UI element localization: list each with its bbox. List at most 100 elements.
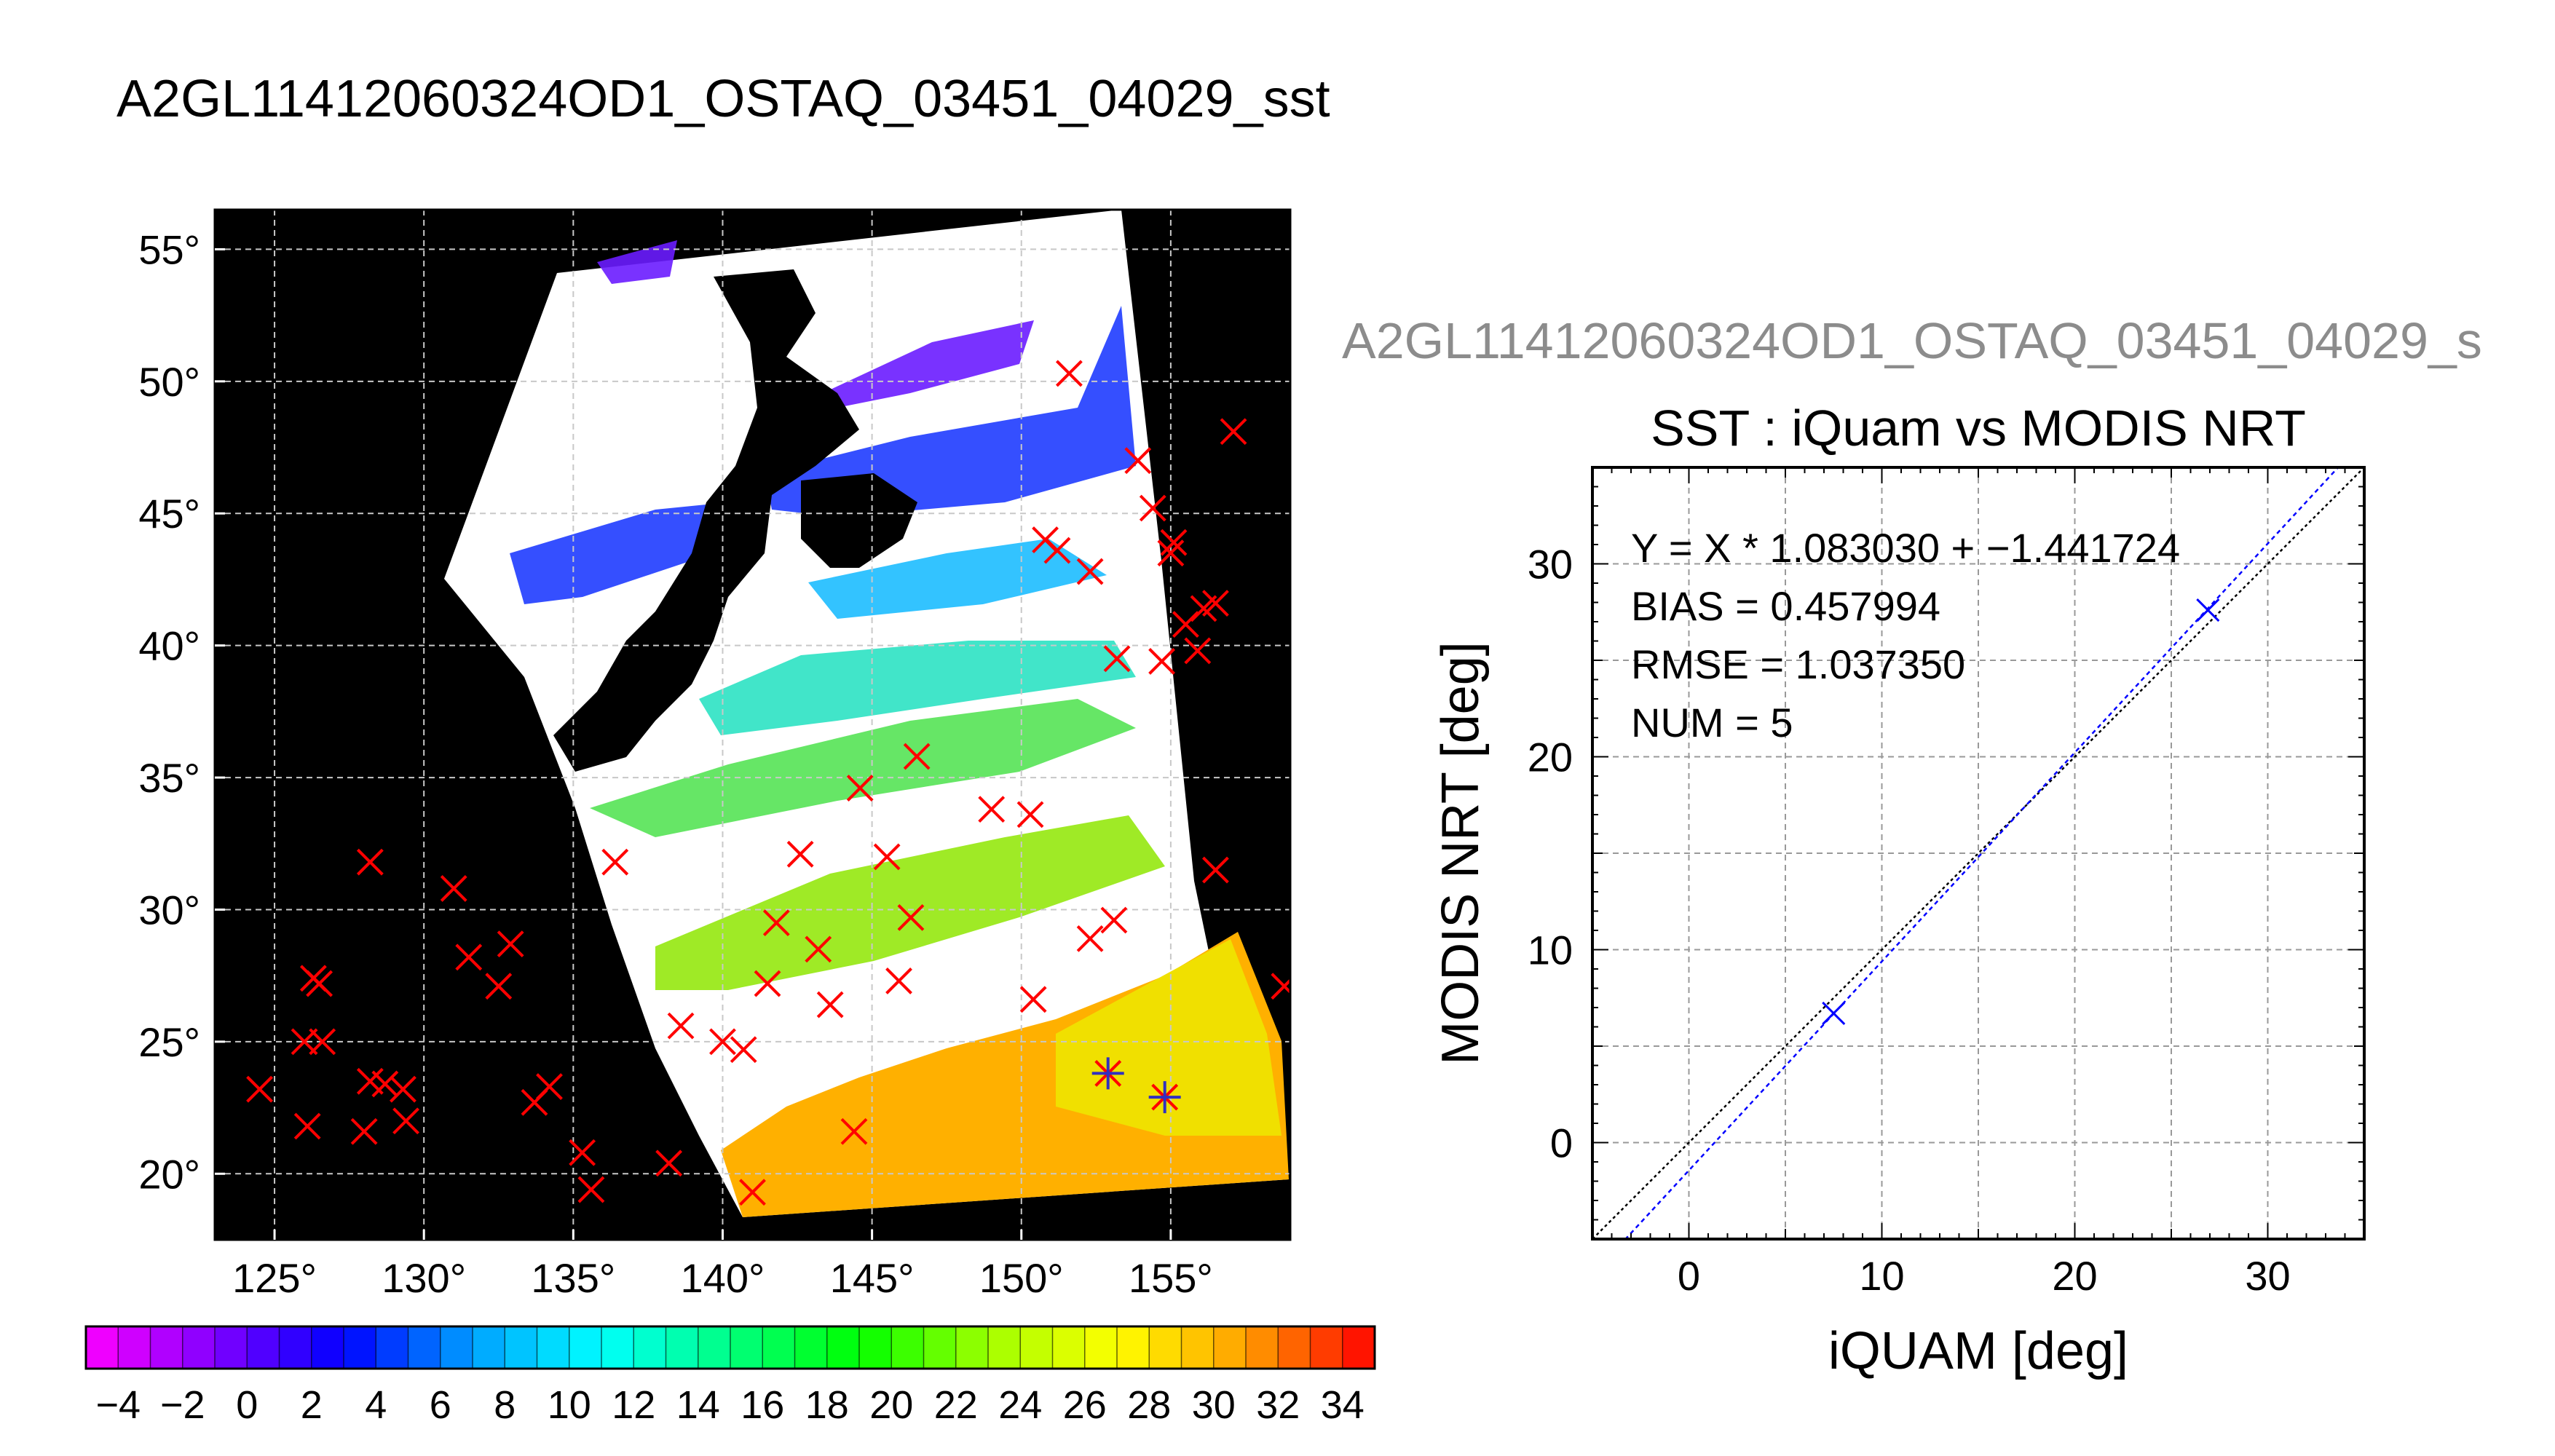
colorbar-cell xyxy=(859,1326,892,1369)
colorbar-tick-label: −2 xyxy=(160,1383,205,1427)
scatter-point xyxy=(2196,598,2220,622)
marker-stroke xyxy=(1822,1001,1846,1026)
map-lat-tick-label: 30° xyxy=(138,887,200,933)
scatter-subtitle: A2GL11412060324OD1_OSTAQ_03451_04029_s xyxy=(1342,312,2482,369)
marker-stroke xyxy=(306,970,333,997)
marker-stroke xyxy=(754,970,781,997)
marker-stroke xyxy=(309,1028,336,1056)
marker-stroke xyxy=(485,973,513,1000)
colorbar-cell xyxy=(279,1326,312,1369)
marker-stroke xyxy=(1220,418,1247,446)
colorbar-cell xyxy=(1181,1326,1215,1369)
marker-stroke xyxy=(786,840,814,868)
scatter-x-tick-label: 0 xyxy=(1678,1253,1700,1299)
scatter-stat-line: NUM = 5 xyxy=(1631,700,1793,745)
marker-stroke xyxy=(840,1117,868,1145)
marker-stroke xyxy=(739,1179,766,1206)
sst-purple-band xyxy=(597,240,1034,408)
matchup-marker xyxy=(1076,558,1104,585)
matchup-marker xyxy=(1148,648,1175,675)
marker-stroke xyxy=(577,1176,605,1203)
marker-stroke xyxy=(978,796,1006,823)
sst-blue-band xyxy=(765,306,1136,517)
matchup-marker xyxy=(1124,447,1152,475)
colorbar-tick-label: 34 xyxy=(1321,1383,1365,1427)
matchup-marker xyxy=(1043,537,1071,564)
scatter-title: SST : iQuam vs MODIS NRT xyxy=(1651,400,2306,456)
colorbar-cell xyxy=(891,1326,924,1369)
colorbar-tick-label: 24 xyxy=(998,1383,1042,1427)
marker-stroke xyxy=(1172,611,1199,638)
colorbar-cell xyxy=(923,1326,957,1369)
marker-stroke xyxy=(885,968,912,994)
matched-pair-marker xyxy=(1148,1081,1181,1114)
matchup-marker xyxy=(786,840,814,868)
colorbar-tick-label: 4 xyxy=(365,1383,387,1427)
marker-stroke xyxy=(903,743,931,770)
colorbar-tick-label: 26 xyxy=(1063,1383,1107,1427)
matchup-marker xyxy=(885,968,912,994)
matchup-marker xyxy=(1160,529,1188,556)
matchup-marker xyxy=(739,1179,766,1206)
colorbar-cell xyxy=(505,1326,537,1369)
matchup-marker xyxy=(730,1036,757,1064)
colorbar-cell xyxy=(344,1326,376,1369)
colorbar-tick-label: 32 xyxy=(1256,1383,1300,1427)
map-lat-tick-label: 45° xyxy=(138,491,200,537)
colorbar-cell xyxy=(1020,1326,1053,1369)
marker-stroke xyxy=(536,1073,563,1100)
scatter-stat-line: BIAS = 0.457994 xyxy=(1631,583,1940,629)
colorbar-cell xyxy=(633,1326,666,1369)
map-lat-tick-label: 55° xyxy=(138,226,200,272)
scatter-y-tick-label: 20 xyxy=(1528,735,1573,780)
colorbar-tick-label: 22 xyxy=(934,1383,978,1427)
marker-stroke xyxy=(873,843,901,871)
colorbar-cell xyxy=(826,1326,860,1369)
matchup-marker xyxy=(1202,590,1229,617)
marker-stroke xyxy=(655,1150,683,1177)
colorbar-cell xyxy=(601,1326,634,1369)
colorbar-frame xyxy=(84,1325,1376,1370)
colorbar-cell xyxy=(311,1326,344,1369)
colorbar-cell xyxy=(1310,1326,1343,1369)
matchup-marker xyxy=(577,1176,605,1203)
marker-stroke xyxy=(805,935,832,963)
scatter-xlabel: iQUAM [deg] xyxy=(1828,1322,2128,1380)
marker-stroke xyxy=(1148,648,1175,675)
marker-stroke xyxy=(1016,801,1044,828)
colorbar-tick-label: 12 xyxy=(612,1383,655,1427)
map-lat-tick-label: 20° xyxy=(138,1151,200,1197)
matchup-marker xyxy=(1055,360,1083,387)
colorbar-tick-label: 30 xyxy=(1192,1383,1236,1427)
colorbar-cell xyxy=(440,1326,473,1369)
scatter-ticks: 0 10 20 30 0 10 20 30 xyxy=(1528,467,2365,1299)
scatter-x-tick-label: 10 xyxy=(1859,1253,1904,1299)
marker-stroke xyxy=(730,1036,757,1064)
matchup-marker xyxy=(1139,494,1166,522)
scatter-ylabel: MODIS NRT [deg] xyxy=(1431,641,1490,1065)
map-frame xyxy=(213,208,1292,1241)
sst-green-band xyxy=(655,815,1165,990)
marker-stroke xyxy=(440,875,467,902)
marker-stroke xyxy=(1160,529,1188,556)
marker-stroke xyxy=(601,848,629,876)
matchup-marker xyxy=(356,848,384,876)
marker-stroke xyxy=(1157,539,1185,567)
colorbar-cell xyxy=(247,1326,280,1369)
matchup-marker xyxy=(246,1075,273,1103)
marker-stroke xyxy=(1202,590,1229,617)
matchup-marker xyxy=(805,935,832,963)
colorbar-cell xyxy=(988,1326,1021,1369)
colorbar-cell xyxy=(408,1326,441,1369)
marker-stroke xyxy=(1103,645,1131,673)
map-lat-tick-label: 40° xyxy=(138,623,200,669)
colorbar-cell xyxy=(666,1326,699,1369)
colorbar-cell xyxy=(1117,1326,1150,1369)
map-grid xyxy=(215,210,1290,1240)
map-lon-tick-label: 145° xyxy=(830,1255,915,1301)
scatter-panel: A2GL11412060324OD1_OSTAQ_03451_04029_s S… xyxy=(1342,312,2482,1380)
colorbar-cell xyxy=(569,1326,602,1369)
colorbar-tick-label: 8 xyxy=(494,1383,516,1427)
matchup-marker xyxy=(840,1117,868,1145)
matchup-marker xyxy=(309,1028,336,1056)
